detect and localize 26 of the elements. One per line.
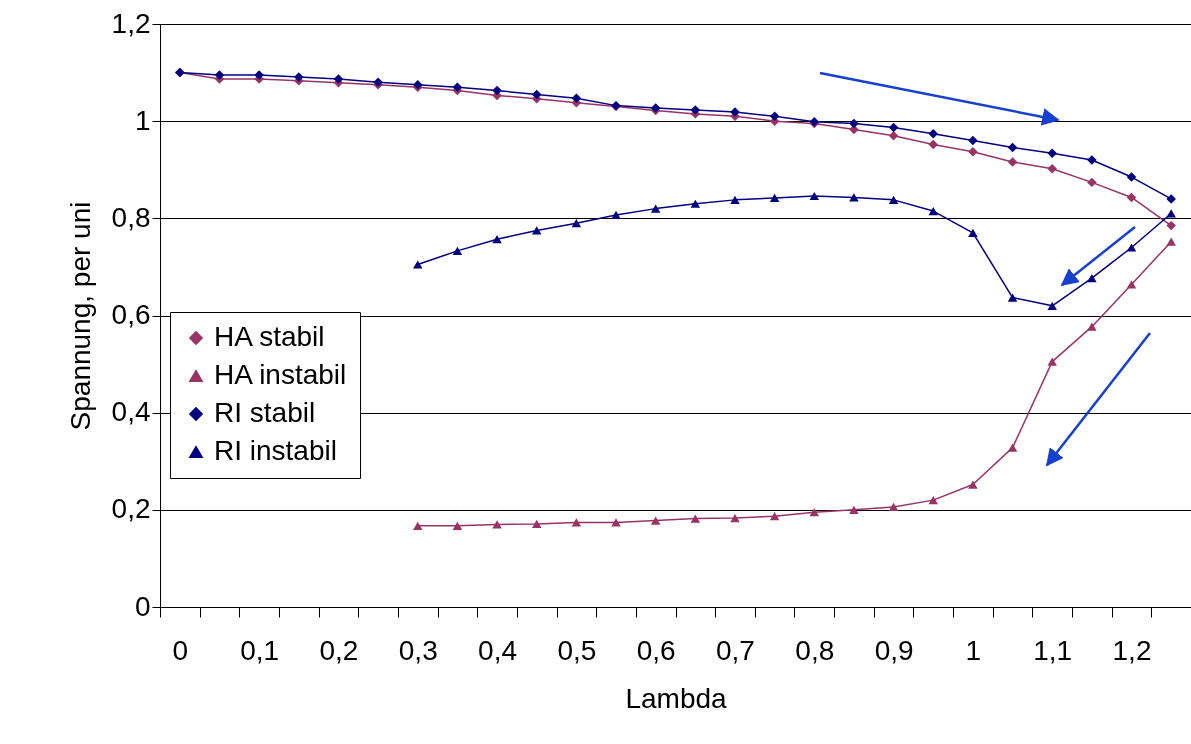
x-axis-title: Lambda: [625, 682, 728, 714]
x-tick-label: 0,8: [795, 634, 835, 666]
x-tick-label: 0,1: [240, 634, 280, 666]
y-tick-label: 0,6: [111, 299, 151, 330]
x-tick-label: 0,5: [557, 634, 597, 666]
legend-label: RI stabil: [214, 397, 316, 428]
x-tick-label: 0,9: [874, 634, 914, 666]
y-axis-title: Spannung, per uni: [64, 201, 96, 431]
legend-label: HA instabil: [214, 359, 347, 390]
y-tick-label: 0,8: [111, 201, 151, 233]
y-tick-label: 0,2: [111, 493, 151, 525]
x-tick-label: 1,1: [1033, 634, 1073, 666]
legend-label: HA stabil: [214, 321, 325, 352]
y-tick-label: 0,4: [111, 396, 151, 428]
x-tick-label: 0,3: [398, 634, 438, 666]
x-tick-label: 1: [965, 634, 982, 666]
x-tick-label: 0,4: [478, 634, 518, 666]
x-tick-label: 1,2: [1112, 634, 1152, 666]
legend-label: RI instabil: [214, 435, 337, 466]
x-tick-label: 0: [172, 634, 189, 666]
x-tick-label: 0,7: [716, 634, 755, 666]
x-tick-label: 0,6: [636, 634, 676, 666]
y-tick-label: 1,2: [111, 7, 151, 39]
y-tick-label: 1: [134, 104, 151, 136]
x-tick-label: 0,2: [319, 634, 359, 666]
y-tick-label: 0: [134, 590, 151, 622]
